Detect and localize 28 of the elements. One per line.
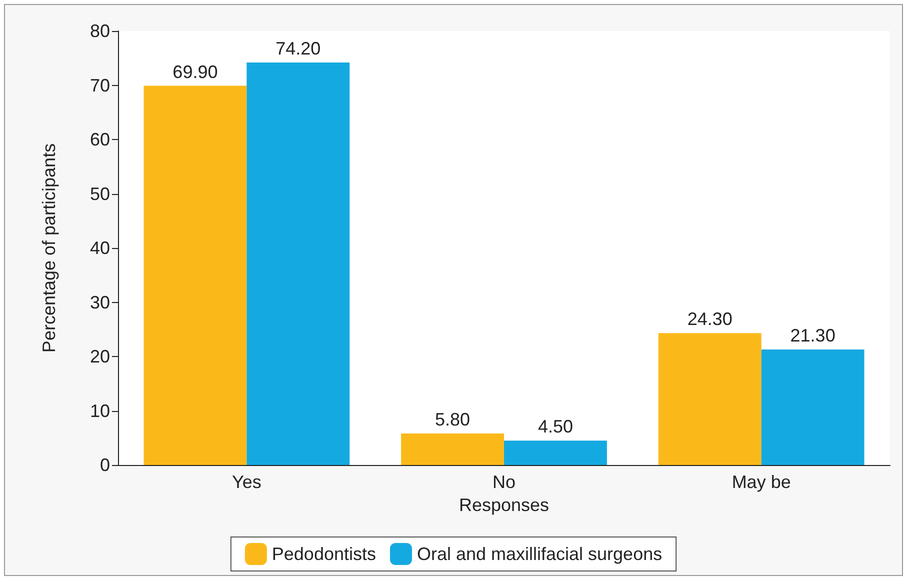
y-tick-label: 10 [90,400,110,421]
data-label: 5.80 [435,410,470,430]
data-label: 4.50 [538,416,573,437]
bar [658,333,762,465]
bar [504,440,607,465]
x-tick-label: May be [732,472,791,492]
x-tick-label: Yes [232,472,262,492]
x-tick-label: No [492,472,516,492]
y-tick-label: 20 [90,346,110,366]
legend-label: Pedodontists [272,544,376,564]
bar [246,62,350,465]
y-tick-label: 30 [90,292,110,312]
bar [144,86,247,465]
x-axis-title: Responses [458,494,550,515]
data-label: 69.90 [172,62,218,82]
bar [401,434,504,465]
data-label: 21.30 [790,325,836,346]
y-tick-label: 80 [90,21,110,41]
bar [761,349,864,465]
legend-label: Oral and maxillifacial surgeons [416,544,662,564]
y-tick-label: 50 [90,184,110,204]
y-axis-title: Percentage of participants [39,143,59,353]
data-label: 24.30 [687,309,732,330]
data-label: 74.20 [276,38,321,58]
y-tick-label: 60 [90,130,110,150]
y-tick-label: 0 [100,455,110,475]
y-tick-label: 70 [90,75,110,96]
y-tick-label: 40 [90,238,110,258]
